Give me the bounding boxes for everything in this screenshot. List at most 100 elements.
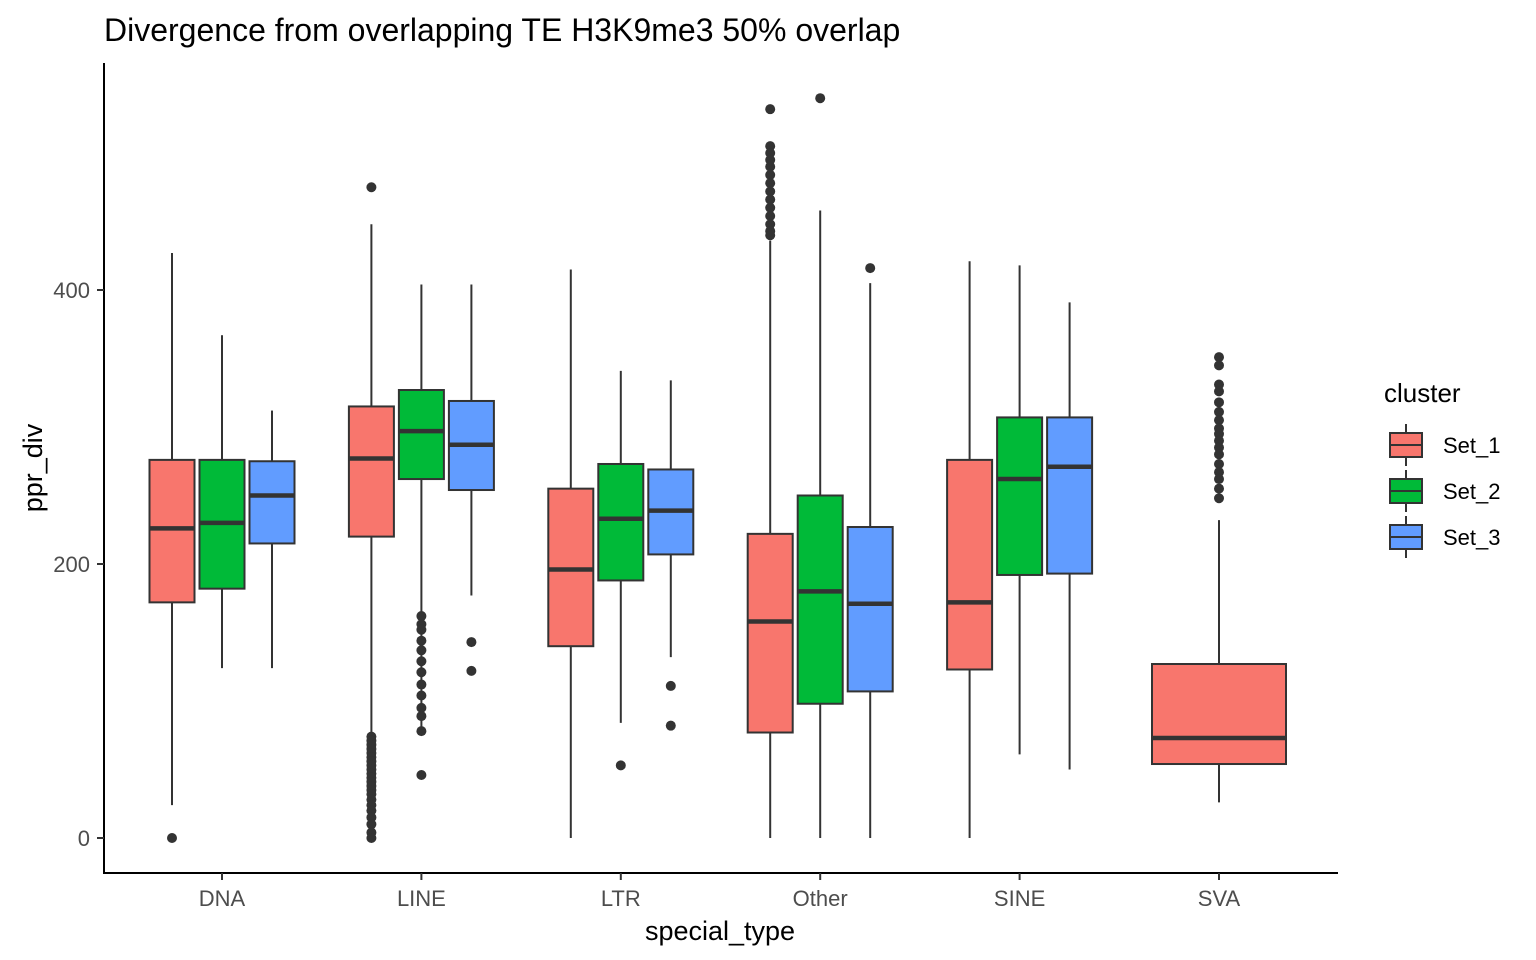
box-dna-set_3: [248, 410, 296, 669]
outlier-point: [765, 230, 776, 241]
outlier-point: [765, 186, 776, 197]
box-sine-set_1: [946, 261, 994, 838]
outlier-point: [1214, 458, 1224, 469]
x-tick-label: LINE: [397, 886, 446, 911]
outlier-point: [416, 769, 427, 780]
legend-label: Set_3: [1443, 525, 1501, 550]
outlier-point: [416, 656, 427, 667]
outlier-point: [416, 702, 427, 713]
outlier-point: [416, 726, 427, 737]
box-ltr-set_3: [647, 380, 695, 731]
legend-entry-set_3: Set_3: [1389, 516, 1501, 558]
box-body: [148, 458, 196, 604]
outlier-point: [765, 211, 776, 222]
outlier-point: [615, 760, 626, 771]
outlier-point: [765, 202, 776, 213]
box-other-set_1: [746, 104, 794, 838]
outlier-point: [1214, 435, 1224, 446]
outlier-point: [366, 833, 377, 843]
box-line-set_2: [397, 284, 445, 780]
outlier-point: [366, 819, 377, 830]
outlier-point: [765, 154, 776, 165]
outlier-point: [1214, 428, 1224, 439]
outlier-point: [1214, 449, 1224, 460]
box-body: [846, 526, 894, 693]
box-line-set_1: [347, 182, 395, 843]
x-tick-label: SVA: [1198, 886, 1241, 911]
outlier-point: [765, 219, 776, 230]
outlier-point: [765, 178, 776, 189]
legend-label: Set_1: [1443, 433, 1501, 458]
outlier-point: [1214, 415, 1224, 426]
outlier-point: [1214, 474, 1224, 485]
outlier-point: [366, 805, 377, 816]
y-tick-label: 200: [53, 552, 90, 577]
outlier-point: [665, 720, 676, 731]
outlier-point: [1214, 406, 1224, 417]
outlier-point: [765, 194, 776, 205]
x-axis-ticks: DNA LINE LTR Other SINE SVA: [199, 873, 1241, 911]
outlier-point: [366, 182, 377, 193]
outlier-point: [416, 635, 427, 646]
outlier-point: [167, 833, 177, 843]
box-body: [796, 494, 844, 705]
box-sva-set_1: [1151, 352, 1287, 803]
x-tick-label: DNA: [199, 886, 246, 911]
x-tick-label: Other: [793, 886, 848, 911]
outlier-point: [1214, 397, 1224, 408]
x-tick-label: SINE: [994, 886, 1045, 911]
outlier-point: [1214, 442, 1224, 453]
outlier-point: [416, 645, 427, 656]
box-body: [1151, 663, 1287, 766]
plot-area: [148, 93, 1287, 843]
outlier-point: [416, 679, 427, 690]
outlier-point: [1214, 493, 1224, 504]
box-body: [996, 416, 1044, 576]
box-other-set_3: [846, 263, 894, 838]
x-axis-title: special_type: [645, 916, 795, 946]
box-other-set_2: [796, 93, 844, 838]
outlier-point: [1214, 352, 1224, 363]
outlier-point: [1214, 483, 1224, 494]
box-body: [597, 462, 645, 582]
box-sine-set_3: [1046, 302, 1094, 770]
outlier-point: [1214, 379, 1224, 390]
box-dna-set_1: [148, 253, 196, 843]
chart-title: Divergence from overlapping TE H3K9me3 5…: [104, 12, 900, 48]
box-body: [347, 405, 395, 538]
box-body: [746, 532, 794, 734]
legend-entry-set_1: Set_1: [1389, 424, 1501, 466]
legend-title: cluster: [1384, 378, 1461, 408]
legend: cluster Set_1 Set_2 Set_3: [1384, 378, 1501, 558]
legend-label: Set_2: [1443, 479, 1501, 504]
outlier-point: [416, 624, 427, 635]
outlier-point: [765, 148, 776, 158]
outlier-point: [1214, 360, 1224, 371]
box-dna-set_2: [198, 335, 246, 669]
legend-entry-set_2: Set_2: [1389, 470, 1501, 512]
outlier-point: [466, 665, 477, 676]
box-body: [397, 389, 445, 481]
outlier-point: [416, 667, 427, 678]
outlier-point: [815, 93, 826, 104]
x-tick-label: LTR: [601, 886, 641, 911]
y-axis-ticks: 0 200 400: [53, 278, 104, 851]
outlier-point: [416, 690, 427, 701]
y-axis-title: ppr_div: [18, 423, 48, 512]
box-body: [946, 458, 994, 671]
outlier-point: [765, 161, 776, 172]
outlier-point: [765, 104, 776, 115]
y-tick-label: 0: [78, 826, 90, 851]
outlier-point: [416, 711, 427, 722]
outlier-point: [865, 263, 876, 274]
box-body: [248, 460, 296, 545]
box-line-set_3: [447, 284, 495, 676]
outlier-point: [665, 680, 676, 691]
box-ltr-set_2: [597, 370, 645, 771]
outlier-point: [466, 637, 477, 648]
outlier-point: [765, 169, 776, 180]
box-body: [1046, 416, 1094, 575]
y-tick-label: 400: [53, 278, 90, 303]
outlier-point: [1214, 467, 1224, 478]
